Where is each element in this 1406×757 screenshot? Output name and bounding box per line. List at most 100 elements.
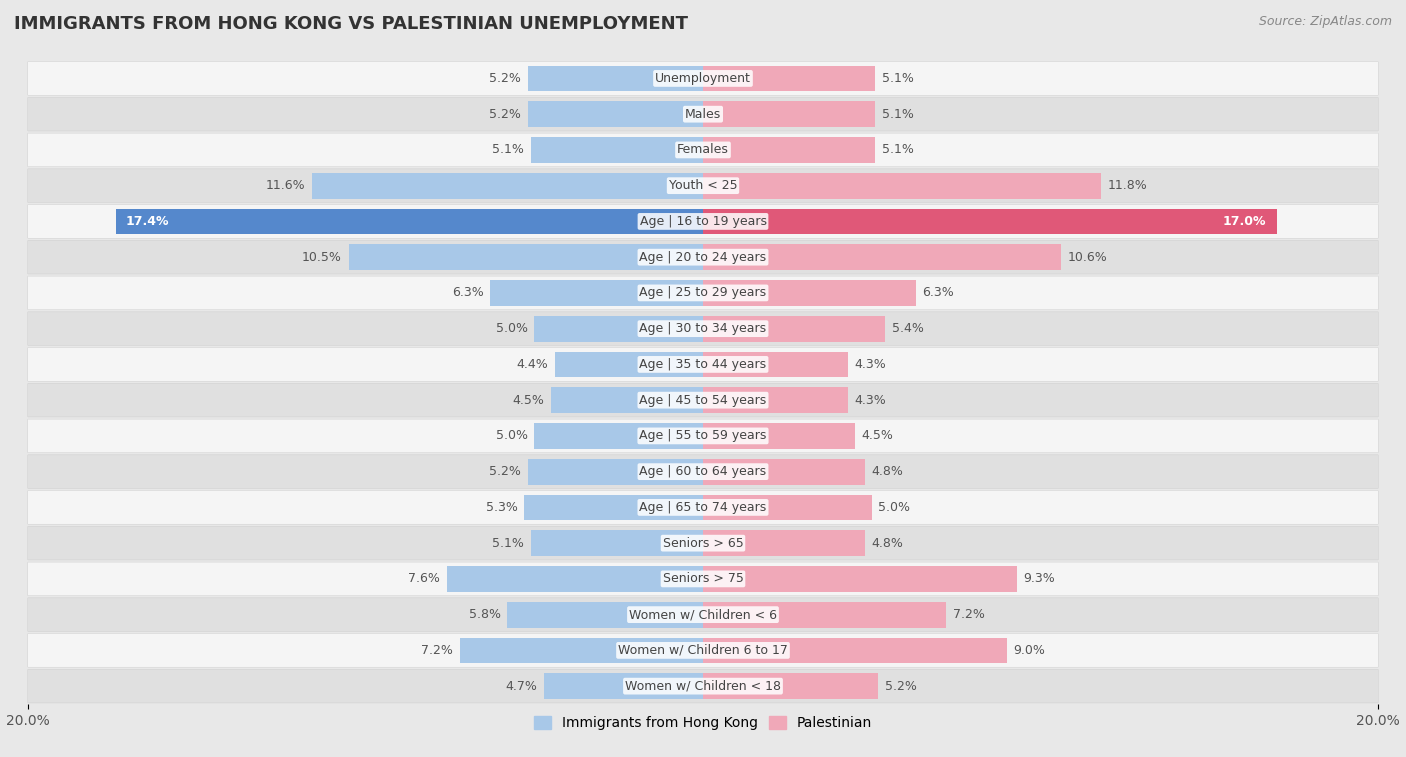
Text: 11.6%: 11.6% — [266, 179, 305, 192]
Text: Age | 55 to 59 years: Age | 55 to 59 years — [640, 429, 766, 442]
Bar — [115, 208, 703, 235]
FancyBboxPatch shape — [28, 98, 1378, 131]
FancyBboxPatch shape — [28, 491, 1378, 524]
Text: 10.5%: 10.5% — [302, 251, 342, 263]
FancyBboxPatch shape — [28, 562, 1378, 596]
Text: Age | 45 to 54 years: Age | 45 to 54 years — [640, 394, 766, 407]
Text: 9.0%: 9.0% — [1014, 644, 1045, 657]
Text: 7.2%: 7.2% — [422, 644, 453, 657]
Text: 4.8%: 4.8% — [872, 537, 904, 550]
Bar — [703, 423, 855, 449]
Text: 4.4%: 4.4% — [516, 358, 548, 371]
Text: Age | 35 to 44 years: Age | 35 to 44 years — [640, 358, 766, 371]
Bar — [703, 602, 946, 628]
Bar — [312, 173, 703, 198]
Text: 6.3%: 6.3% — [922, 286, 955, 300]
Text: 5.0%: 5.0% — [495, 322, 527, 335]
Text: Seniors > 75: Seniors > 75 — [662, 572, 744, 585]
Text: 5.1%: 5.1% — [882, 107, 914, 120]
FancyBboxPatch shape — [28, 312, 1378, 345]
Bar — [703, 637, 1007, 663]
Bar — [508, 602, 703, 628]
Text: Women w/ Children < 6: Women w/ Children < 6 — [628, 608, 778, 621]
Text: 7.2%: 7.2% — [953, 608, 984, 621]
Text: 5.1%: 5.1% — [492, 143, 524, 157]
Text: 10.6%: 10.6% — [1067, 251, 1107, 263]
Bar — [703, 280, 915, 306]
Text: Youth < 25: Youth < 25 — [669, 179, 737, 192]
FancyBboxPatch shape — [28, 204, 1378, 238]
Text: Source: ZipAtlas.com: Source: ZipAtlas.com — [1258, 15, 1392, 28]
Legend: Immigrants from Hong Kong, Palestinian: Immigrants from Hong Kong, Palestinian — [529, 711, 877, 736]
FancyBboxPatch shape — [28, 634, 1378, 667]
Text: Women w/ Children 6 to 17: Women w/ Children 6 to 17 — [619, 644, 787, 657]
FancyBboxPatch shape — [28, 526, 1378, 560]
Bar — [703, 208, 1277, 235]
Bar — [447, 566, 703, 592]
Text: 5.0%: 5.0% — [495, 429, 527, 442]
FancyBboxPatch shape — [28, 241, 1378, 274]
Bar — [524, 494, 703, 520]
Text: 5.1%: 5.1% — [882, 72, 914, 85]
Text: 5.3%: 5.3% — [485, 501, 517, 514]
Text: Women w/ Children < 18: Women w/ Children < 18 — [626, 680, 780, 693]
Bar — [703, 494, 872, 520]
FancyBboxPatch shape — [28, 669, 1378, 703]
Text: 4.3%: 4.3% — [855, 394, 887, 407]
Text: 5.0%: 5.0% — [879, 501, 911, 514]
FancyBboxPatch shape — [28, 347, 1378, 382]
Text: Age | 20 to 24 years: Age | 20 to 24 years — [640, 251, 766, 263]
Text: 6.3%: 6.3% — [451, 286, 484, 300]
Bar — [703, 101, 875, 127]
Text: 5.2%: 5.2% — [489, 107, 520, 120]
Bar — [527, 459, 703, 484]
Text: 4.5%: 4.5% — [513, 394, 544, 407]
Text: Unemployment: Unemployment — [655, 72, 751, 85]
Bar — [703, 137, 875, 163]
Text: 4.5%: 4.5% — [862, 429, 893, 442]
Text: 7.6%: 7.6% — [408, 572, 440, 585]
FancyBboxPatch shape — [28, 598, 1378, 631]
FancyBboxPatch shape — [28, 169, 1378, 202]
Text: Females: Females — [678, 143, 728, 157]
Text: 5.1%: 5.1% — [882, 143, 914, 157]
Bar — [703, 316, 886, 341]
Text: 5.1%: 5.1% — [492, 537, 524, 550]
Bar — [703, 673, 879, 699]
Text: Age | 65 to 74 years: Age | 65 to 74 years — [640, 501, 766, 514]
Bar — [460, 637, 703, 663]
Bar — [703, 388, 848, 413]
FancyBboxPatch shape — [28, 455, 1378, 488]
FancyBboxPatch shape — [28, 276, 1378, 310]
Text: Age | 16 to 19 years: Age | 16 to 19 years — [640, 215, 766, 228]
Bar — [534, 316, 703, 341]
Bar — [349, 245, 703, 270]
Text: Age | 25 to 29 years: Age | 25 to 29 years — [640, 286, 766, 300]
Bar — [703, 245, 1060, 270]
Text: Males: Males — [685, 107, 721, 120]
Text: 5.2%: 5.2% — [489, 72, 520, 85]
Bar — [703, 351, 848, 377]
FancyBboxPatch shape — [28, 383, 1378, 417]
Bar — [703, 459, 865, 484]
Text: 17.4%: 17.4% — [127, 215, 170, 228]
Bar — [554, 351, 703, 377]
FancyBboxPatch shape — [28, 133, 1378, 167]
Text: 5.2%: 5.2% — [886, 680, 917, 693]
Text: 5.2%: 5.2% — [489, 465, 520, 478]
Bar — [551, 388, 703, 413]
Text: 4.7%: 4.7% — [506, 680, 537, 693]
Bar — [703, 66, 875, 92]
Text: 5.4%: 5.4% — [891, 322, 924, 335]
Bar — [534, 423, 703, 449]
Bar — [703, 566, 1017, 592]
Text: 4.3%: 4.3% — [855, 358, 887, 371]
Text: Seniors > 65: Seniors > 65 — [662, 537, 744, 550]
Text: 17.0%: 17.0% — [1223, 215, 1267, 228]
Text: Age | 60 to 64 years: Age | 60 to 64 years — [640, 465, 766, 478]
Text: 11.8%: 11.8% — [1108, 179, 1147, 192]
Text: IMMIGRANTS FROM HONG KONG VS PALESTINIAN UNEMPLOYMENT: IMMIGRANTS FROM HONG KONG VS PALESTINIAN… — [14, 15, 688, 33]
Text: 9.3%: 9.3% — [1024, 572, 1056, 585]
FancyBboxPatch shape — [28, 419, 1378, 453]
Bar — [703, 173, 1101, 198]
